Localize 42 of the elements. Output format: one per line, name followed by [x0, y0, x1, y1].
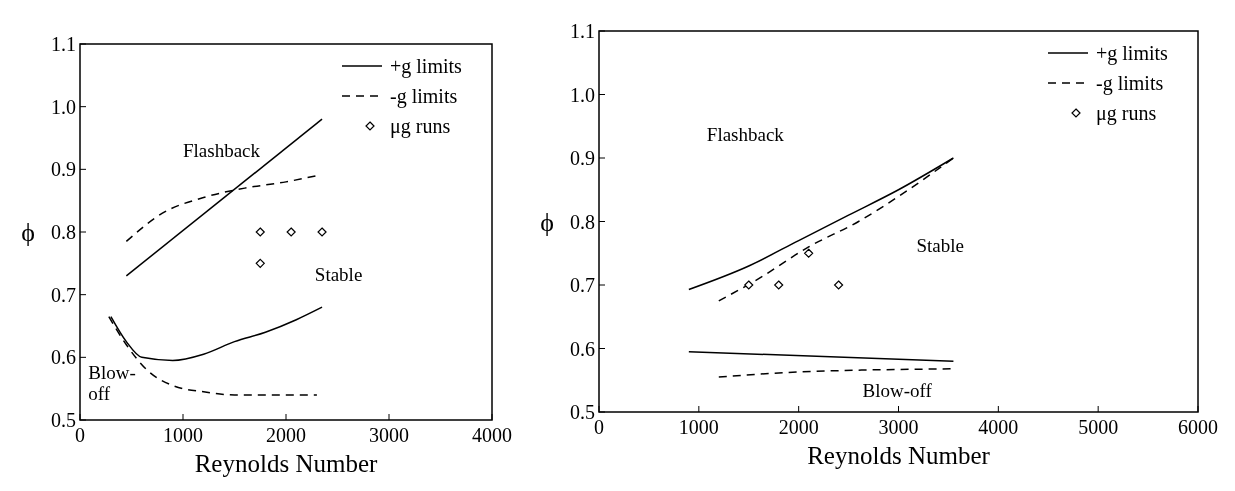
- y-tick-label: 1.0: [51, 95, 76, 118]
- x-tick-label: 6000: [1178, 416, 1218, 438]
- legend-label: +g limits: [390, 55, 463, 78]
- annotation: Flashback: [706, 124, 785, 146]
- y-axis-title: ϕ: [21, 218, 35, 248]
- y-tick-label: 0.5: [570, 401, 595, 423]
- y-tick-label: 0.9: [570, 147, 595, 169]
- x-tick-label: 5000: [1078, 416, 1119, 438]
- y-tick-label: 1.1: [570, 20, 595, 42]
- annotation: Stable: [314, 263, 363, 285]
- y-tick-label: 0.6: [570, 337, 595, 360]
- legend-label: μg runs: [390, 115, 451, 138]
- annotation: Flashback: [183, 139, 261, 161]
- x-axis-title: Reynolds Number: [807, 442, 991, 469]
- y-tick-label: 0.7: [51, 283, 76, 306]
- x-tick-label: 0: [75, 424, 85, 446]
- x-tick-label: 1000: [678, 416, 719, 438]
- x-tick-label: 0: [594, 416, 604, 438]
- annotation: Blow- off: [88, 361, 136, 404]
- y-tick-label: 0.9: [51, 158, 76, 181]
- y-tick-label: 0.5: [51, 409, 76, 431]
- x-tick-label: 2000: [266, 424, 306, 446]
- annotation: Stable: [916, 234, 964, 256]
- legend-label: +g limits: [1096, 42, 1169, 65]
- x-axis-title: Reynolds Number: [194, 450, 378, 477]
- annotation: Blow-off: [862, 379, 933, 401]
- x-tick-label: 3000: [878, 416, 919, 438]
- x-tick-label: 1000: [163, 424, 203, 446]
- legend-label: -g limits: [1096, 72, 1164, 95]
- y-tick-label: 0.7: [570, 274, 595, 296]
- x-tick-label: 3000: [369, 424, 409, 446]
- y-tick-label: 1.1: [51, 33, 76, 55]
- legend-label: -g limits: [390, 85, 458, 108]
- y-tick-label: 0.8: [51, 221, 76, 243]
- x-tick-label: 2000: [778, 416, 819, 438]
- legend-label: μg runs: [1096, 102, 1157, 125]
- y-tick-label: 1.0: [570, 83, 595, 106]
- y-tick-label: 0.6: [51, 346, 76, 369]
- x-tick-label: 4000: [472, 424, 512, 446]
- y-tick-label: 0.8: [570, 210, 595, 233]
- y-axis-title: ϕ: [540, 207, 554, 237]
- x-tick-label: 4000: [978, 416, 1019, 438]
